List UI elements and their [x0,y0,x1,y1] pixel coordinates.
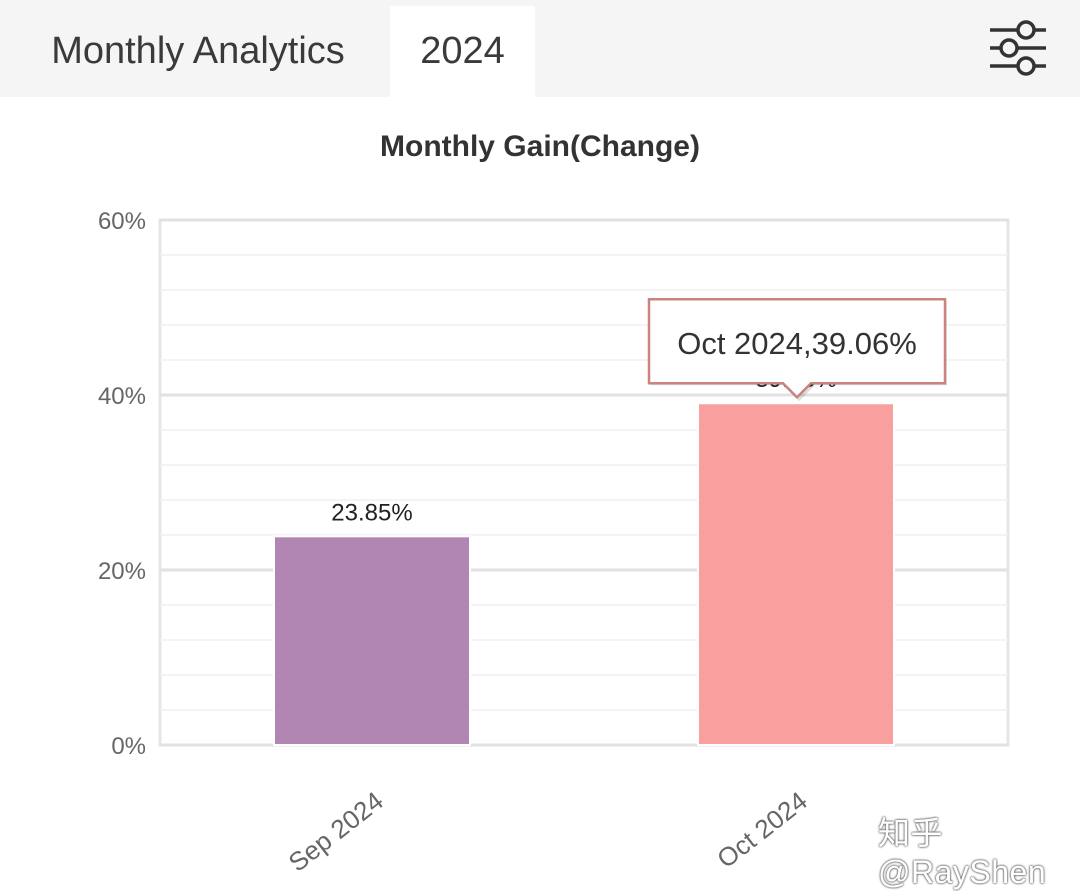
tooltip: Oct 2024,39.06% [647,297,947,402]
x-tick-label: Oct 2024 [711,785,813,874]
watermark: 知乎 @RayShen [878,815,1047,890]
x-tick-label: Sep 2024 [283,785,389,876]
data-label: 23.85% [331,499,412,526]
sliders-icon [990,20,1046,76]
chart-title: Monthly Gain(Change) [380,130,700,163]
filter-button[interactable] [986,18,1050,78]
y-tick-label: 60% [98,208,146,235]
tab-year-2024[interactable]: 2024 [390,6,535,97]
bar[interactable] [273,535,471,746]
tab-monthly-analytics[interactable]: Monthly Analytics [51,30,345,72]
header: Monthly Analytics 2024 [0,0,1080,97]
y-tick-label: 0% [111,733,146,760]
y-tick-label: 40% [98,383,146,410]
tooltip-box [647,297,947,399]
tooltip-text: Oct 2024,39.06% [677,326,917,361]
y-tick-label: 20% [98,558,146,585]
bar[interactable] [697,402,895,746]
